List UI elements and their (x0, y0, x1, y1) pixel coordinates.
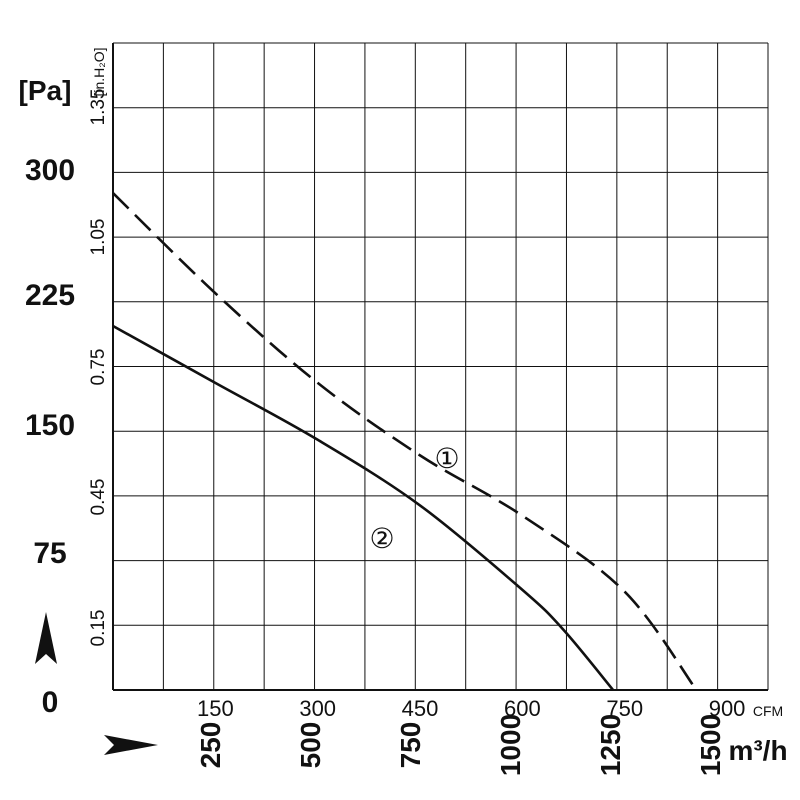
cfm-unit-label: CFM (753, 703, 783, 719)
pa-tick-label: 75 (33, 537, 66, 570)
m3h-unit-label: m³/h (728, 735, 787, 766)
series-label-2: ② (369, 522, 394, 555)
inh2o-tick-label: 1.05 (88, 219, 109, 256)
axis-labels: 0 75 150 225 300 0.15 0.45 0.75 1.05 1.35[in.H₂O]… (25, 48, 745, 777)
series-label-1: ① (434, 442, 459, 475)
pa-tick-label: 150 (25, 409, 75, 442)
series-line-2 (112, 324, 615, 691)
m3h-tick-label: 750 (395, 722, 426, 769)
cfm-tick-label: 300 (299, 696, 336, 721)
right-arrow-icon (104, 735, 158, 755)
cfm-tick-label: 150 (197, 696, 234, 721)
curves (112, 192, 698, 691)
series-line-1 (112, 192, 698, 691)
up-arrow-icon (35, 612, 57, 664)
cfm-tick-label: 600 (504, 696, 541, 721)
inh2o-tick-label: 0.15 (88, 610, 109, 647)
inh2o-unit-label: [in.H₂O] (91, 48, 107, 97)
m3h-tick-label: 1000 (495, 714, 526, 776)
inh2o-tick-label: 0.45 (88, 479, 109, 516)
inh2o-tick-label: 1.35 (88, 89, 109, 126)
cfm-tick-label: 450 (402, 696, 439, 721)
pa-tick-label: 0 (42, 686, 59, 719)
grid (112, 42, 769, 691)
pa-tick-label: 225 (25, 279, 75, 312)
m3h-tick-label: 1250 (595, 714, 626, 776)
cfm-tick-label: 750 (606, 696, 643, 721)
cfm-tick-label: 900 (709, 696, 746, 721)
pa-tick-label: 300 (25, 154, 75, 187)
m3h-tick-label: 1500 (695, 714, 726, 776)
m3h-tick-label: 500 (295, 722, 326, 769)
pa-unit-label: [Pa] (19, 75, 72, 106)
m3h-tick-label: 250 (195, 722, 226, 769)
inh2o-tick-label: 0.75 (88, 349, 109, 386)
